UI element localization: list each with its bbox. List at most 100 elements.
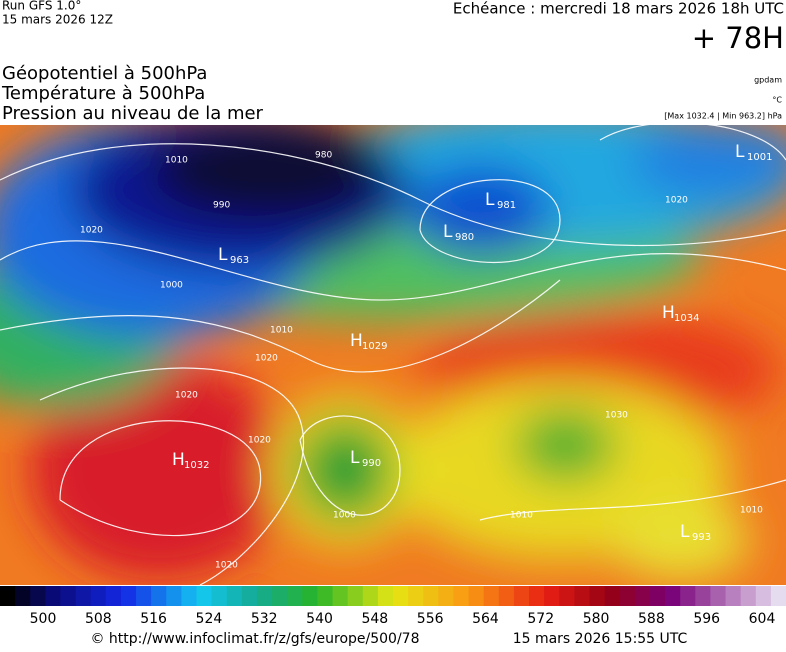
field-label: Géopotentiel à 500hPa [2, 63, 207, 84]
pressure-center-value: 990 [362, 458, 381, 469]
colorbar-cell [75, 586, 92, 606]
isobar [299, 415, 401, 516]
colorbar-cell [408, 586, 424, 606]
colorbar-cell [513, 586, 530, 606]
isobar-label: 1010 [740, 506, 763, 516]
pressure-center-letter: L [443, 222, 453, 242]
colorbar-label: 508 [85, 611, 112, 627]
pressure-center-letter: H [662, 303, 675, 323]
map-field [0, 125, 786, 585]
colorbar-cell [30, 586, 46, 606]
pressure-center-value: 1034 [674, 313, 699, 324]
colorbar-cell [226, 586, 243, 606]
pressure-center-letter: H [172, 450, 185, 470]
isobar-label: 1010 [165, 156, 188, 166]
pressure-center-value: 1032 [184, 460, 209, 471]
isobar-label: 1010 [270, 326, 293, 336]
colorbar-label: 524 [196, 611, 223, 627]
colorbar-cell [544, 586, 560, 606]
isobar-label: 1020 [248, 436, 271, 446]
colorbar-cell [15, 586, 31, 606]
colorbar-cell [211, 586, 228, 606]
colorbar-cell [755, 586, 772, 606]
isobar-label: 990 [213, 201, 230, 211]
pressure-center-letter: L [485, 190, 495, 210]
isobar [599, 121, 786, 161]
isobar-label: 1010 [510, 511, 533, 521]
colorbar-cell [120, 586, 137, 606]
unit-temp: °C [772, 96, 782, 105]
colorbar-cell [90, 586, 107, 606]
colorbar-cell [332, 586, 349, 606]
colorbar-cell [287, 586, 303, 606]
colorbar-cell [256, 586, 273, 606]
colorbar-cell [196, 586, 213, 606]
colorbar-cell [181, 586, 197, 606]
colorbar-cell [483, 586, 500, 606]
colorbar-cell [665, 586, 681, 606]
isobar-label: 1020 [175, 391, 198, 401]
run-label: Run GFS 1.0° [2, 0, 81, 13]
pressure-center-value: 993 [692, 532, 711, 543]
colorbar-label: 516 [140, 611, 167, 627]
pressure-center-value: 963 [230, 255, 249, 266]
pressure-center-letter: L [350, 448, 360, 468]
source-link: © http://www.infoclimat.fr/z/gfs/europe/… [90, 631, 419, 647]
colorbar-label: 572 [527, 611, 554, 627]
isobar [419, 179, 561, 264]
isobar-label: 1030 [605, 411, 628, 421]
colorbar-cell [649, 586, 666, 606]
colorbar-cell [529, 586, 545, 606]
colorbar-cell [241, 586, 258, 606]
colorbar-cell [377, 586, 394, 606]
isobar-label: 1020 [80, 226, 103, 236]
colorbar-cell [136, 586, 152, 606]
colorbar-cell [151, 586, 167, 606]
isobar [0, 143, 786, 247]
colorbar-cell [498, 586, 515, 606]
pressure-center-value: 1001 [747, 152, 772, 163]
colorbar-label: 604 [749, 611, 776, 627]
colorbar-cell [105, 586, 122, 606]
colorbar-label: 556 [417, 611, 444, 627]
isobar-label: 1020 [215, 561, 238, 571]
colorbar-cell [317, 586, 334, 606]
colorbar-label: 540 [306, 611, 333, 627]
colorbar-label: 500 [30, 611, 57, 627]
run-date: 15 mars 2026 12Z [2, 13, 113, 27]
timestamp: 15 mars 2026 15:55 UTC [513, 631, 688, 647]
colorbar-cell [574, 586, 590, 606]
colorbar-label: 580 [583, 611, 610, 627]
isobar-label: 1000 [333, 511, 356, 521]
lead-time: + 78H [692, 21, 784, 55]
isobar [0, 240, 786, 301]
field-label: Température à 500hPa [1, 83, 205, 104]
pressure-center-value: 981 [497, 200, 516, 211]
colorbar-label: 532 [251, 611, 278, 627]
colorbar-cell [393, 586, 409, 606]
colorbar-cell [725, 586, 742, 606]
colorbar-cell [438, 586, 454, 606]
colorbar-cell [559, 586, 575, 606]
pressure-center-letter: H [350, 331, 363, 351]
isobar-label: 1000 [160, 281, 183, 291]
colorbar-cell [634, 586, 651, 606]
colorbar-cell [710, 586, 727, 606]
isobar-label: 1020 [665, 196, 688, 206]
isobar [59, 420, 262, 537]
isobar [39, 367, 305, 586]
colorbar-cell [362, 586, 379, 606]
isobar [479, 479, 786, 521]
pressure-center-letter: L [680, 522, 690, 542]
colorbar-label: 548 [361, 611, 388, 627]
isobar-label: 1020 [255, 354, 278, 364]
pressure-center-value: 1029 [362, 341, 387, 352]
colorbar-cell [589, 586, 606, 606]
colorbar: 500 508 516 524 532 540 548 556 564 572 580 588 596 6… [0, 586, 786, 627]
colorbar-cell [166, 586, 182, 606]
isobar-label: 980 [315, 151, 332, 161]
forecast-time: Echéance : mercredi 18 mars 2026 18h UTC [453, 0, 784, 18]
colorbar-label: 588 [638, 611, 665, 627]
